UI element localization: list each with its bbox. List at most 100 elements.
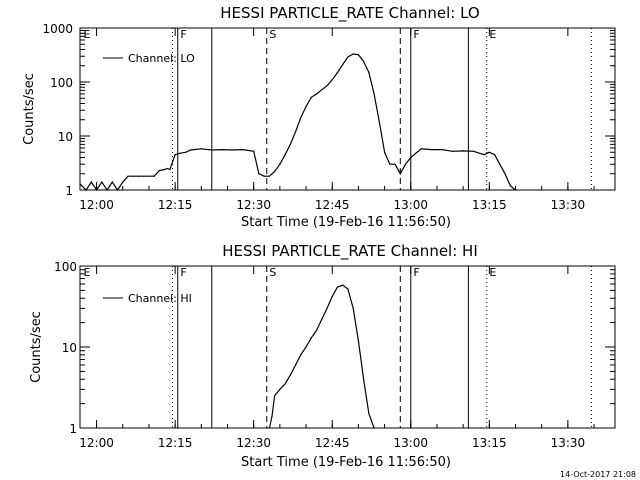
chart-title-lo: HESSI PARTICLE_RATE Channel: LO: [220, 4, 479, 23]
data-point: [514, 189, 517, 191]
x-tick-label: 12:45: [315, 198, 350, 212]
data-point: [321, 318, 323, 320]
legend-hi: Channel: HI: [103, 292, 192, 305]
data-point: [404, 163, 407, 165]
data-point: [174, 154, 176, 156]
event-marker-label: E: [83, 266, 90, 279]
data-point: [279, 388, 281, 390]
y-tick-label: 100: [54, 260, 77, 274]
data-point: [357, 339, 360, 342]
data-point: [336, 71, 339, 74]
plot-frame-lo: [79, 27, 616, 191]
y-tick-label: 10: [62, 341, 77, 355]
event-marker-label: E: [83, 28, 90, 41]
data-point: [331, 295, 333, 298]
data-point: [347, 56, 349, 58]
x-tick-label: 12:00: [79, 198, 114, 212]
data-point: [399, 173, 401, 175]
x-tick-label: 12:00: [79, 436, 114, 450]
data-point: [268, 427, 270, 429]
legend-entry-lo: Channel: LO: [128, 52, 195, 65]
x-tick-label: 13:15: [472, 436, 507, 450]
data-point: [394, 163, 396, 165]
data-point: [452, 150, 454, 152]
data-point: [441, 148, 443, 151]
data-point: [509, 185, 511, 187]
data-point: [483, 154, 485, 156]
y-tick-label: 1000: [42, 22, 73, 36]
data-point: [158, 169, 161, 172]
data-point: [127, 175, 129, 177]
event-marker-label: S: [269, 28, 276, 41]
data-point: [211, 149, 213, 151]
data-point: [148, 175, 150, 177]
data-point: [242, 148, 244, 151]
x-axis-label-hi: Start Time (19-Feb-16 11:56:50): [241, 455, 451, 470]
data-point: [258, 173, 260, 175]
data-point: [274, 170, 276, 173]
data-point: [373, 93, 375, 95]
y-tick-label: 1: [65, 184, 73, 198]
plot-frame-hi: [79, 265, 616, 429]
data-point: [305, 106, 307, 108]
x-tick-label: 13:00: [393, 436, 428, 450]
data-point: [342, 64, 344, 66]
data-point: [271, 415, 273, 417]
x-tick-label: 12:30: [236, 436, 271, 450]
data-point: [331, 79, 333, 81]
data-point: [389, 163, 391, 165]
x-tick-label: 12:30: [236, 198, 271, 212]
data-point: [274, 395, 276, 397]
data-point: [462, 150, 464, 152]
data-point: [410, 156, 412, 159]
data-point: [90, 181, 92, 183]
data-point: [473, 150, 475, 152]
data-point: [179, 152, 181, 154]
data-point: [378, 121, 380, 123]
timestamp-label: 14-Oct-2017 21:08: [560, 470, 636, 479]
data-point: [232, 149, 234, 151]
data-point: [116, 189, 119, 191]
event-marker-label: F: [413, 266, 419, 279]
x-tick-label: 12:45: [315, 436, 350, 450]
x-tick-label: 13:00: [393, 198, 428, 212]
event-marker-label: F: [413, 28, 419, 41]
data-point: [373, 427, 375, 429]
data-point: [420, 148, 422, 150]
data-point: [95, 189, 98, 191]
data-point: [221, 148, 223, 151]
data-point: [300, 354, 302, 356]
y-tick-label: 10: [58, 130, 73, 144]
data-point: [132, 175, 134, 177]
data-point: [315, 93, 318, 95]
event-marker-label: F: [180, 266, 186, 279]
data-point: [284, 383, 286, 385]
data-point: [321, 89, 323, 91]
chart-title-hi: HESSI PARTICLE_RATE Channel: HI: [222, 242, 478, 261]
data-point: [253, 150, 255, 152]
data-point: [268, 175, 270, 177]
data-point: [166, 167, 168, 170]
data-point: [143, 175, 145, 177]
data-point: [190, 149, 192, 151]
data-point: [488, 151, 490, 153]
data-point: [342, 284, 344, 286]
series-line: [268, 284, 375, 429]
y-axis-label-lo: Counts/sec: [22, 73, 37, 145]
data-point: [300, 116, 302, 119]
data-point: [153, 175, 155, 177]
data-point: [363, 60, 365, 63]
data-point: [310, 96, 312, 98]
data-point: [289, 374, 291, 376]
data-point: [164, 168, 166, 171]
event-marker-label: F: [180, 28, 186, 41]
data-point: [326, 85, 328, 87]
data-point: [352, 53, 354, 55]
y-axis-label-hi: Counts/sec: [29, 311, 44, 383]
x-tick-label: 12:15: [158, 436, 193, 450]
data-point: [294, 131, 297, 133]
data-point: [284, 154, 286, 156]
lo-channel-panel: HESSI PARTICLE_RATE Channel: LO Counts/s…: [22, 4, 616, 230]
event-marker-label: E: [489, 28, 496, 41]
x-tick-label: 13:15: [472, 198, 507, 212]
